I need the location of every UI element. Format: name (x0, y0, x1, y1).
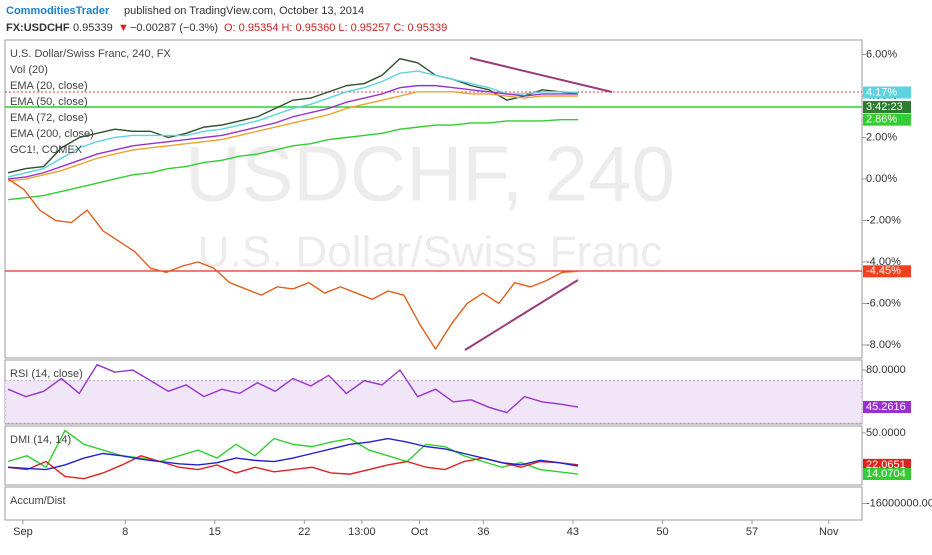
price-marker-label: 22.0651 (866, 459, 906, 471)
x-tick-label: 57 (746, 526, 758, 538)
watermark-name: U.S. Dollar/Swiss Franc (198, 228, 663, 277)
price-marker (863, 468, 911, 481)
series-line (7, 118, 578, 201)
trend-line (464, 279, 579, 351)
legend-entry: Vol (20) (10, 64, 48, 76)
watermark-symbol: USDCHF, 240 (185, 130, 675, 218)
last-price: 0.95339 (73, 22, 113, 34)
x-tick-label: 13:00 (348, 526, 376, 538)
price-marker-label: 2.86% (866, 114, 897, 126)
arrow: ▼ (118, 22, 129, 34)
series-line (7, 57, 579, 174)
x-tick-label: 8 (122, 526, 128, 538)
price-marker (863, 113, 911, 126)
x-tick-label: 50 (656, 526, 668, 538)
y-tick-label: -2.00% (866, 214, 901, 226)
price-marker (863, 401, 911, 414)
y-tick-label: 2.00% (866, 131, 897, 143)
series-line (7, 363, 579, 414)
x-tick-label: Sep (13, 526, 33, 538)
rsi-band (4, 380, 863, 424)
countdown: 3:42:23 (866, 101, 903, 113)
series-line (7, 178, 579, 351)
published: published on TradingView.com, October 13… (124, 5, 364, 17)
author[interactable]: CommoditiesTrader (6, 5, 110, 17)
y-tick-label: -6.00% (866, 297, 901, 309)
price-marker-label: -4.45% (866, 265, 901, 277)
legend-entry: Accum/Dist (10, 495, 66, 507)
series-line (7, 437, 579, 471)
legend-entry: EMA (20, close) (10, 80, 88, 92)
price-marker-label: 45.2616 (866, 401, 906, 413)
legend-entry: EMA (50, close) (10, 96, 88, 108)
x-tick-label: 22 (298, 526, 310, 538)
legend-entry: EMA (72, close) (10, 112, 88, 124)
x-tick-label: 15 (209, 526, 221, 538)
y-tick-label: 0.00% (866, 173, 897, 185)
ohlc: O: 0.95354 H: 0.95360 L: 0.95257 C: 0.95… (224, 22, 447, 34)
price-marker-label: 14.0704 (866, 468, 906, 480)
y-tick-label: -4.00% (866, 256, 901, 268)
legend-entry: EMA (200, close) (10, 128, 94, 140)
series-line (7, 70, 579, 178)
series-line (7, 429, 579, 475)
y-tick-label: 80.0000 (866, 364, 906, 376)
y-tick-label: -16000000.0000 (866, 497, 932, 509)
x-tick-label: 43 (567, 526, 579, 538)
y-tick-label: 50.0000 (866, 427, 906, 439)
change: −0.00287 (−0.3%) (130, 22, 218, 34)
x-tick-label: 36 (477, 526, 489, 538)
series-line (7, 91, 578, 182)
price-marker (863, 265, 911, 278)
plots: Sep8152213:00Oct36435057Nov6.00%4.00%2.0… (4, 48, 932, 538)
countdown-bg (863, 101, 911, 113)
legend-entry: RSI (14, close) (10, 368, 83, 380)
price-marker-label: 4.17% (866, 86, 897, 98)
x-tick-label: Nov (819, 526, 839, 538)
y-tick-label: 6.00% (866, 48, 897, 60)
y-tick-label: -8.00% (866, 339, 901, 351)
price-marker (863, 458, 911, 471)
legend-entry: U.S. Dollar/Swiss Franc, 240, FX (10, 48, 171, 60)
trend-line (469, 57, 613, 93)
series-line (7, 84, 578, 180)
legend-entry: DMI (14, 14) (10, 434, 71, 446)
price-marker (863, 86, 911, 99)
legend-entry: GC1!, COMEX (10, 144, 83, 156)
symbol: FX:USDCHF (6, 22, 70, 34)
x-tick-label: Oct (411, 526, 428, 538)
